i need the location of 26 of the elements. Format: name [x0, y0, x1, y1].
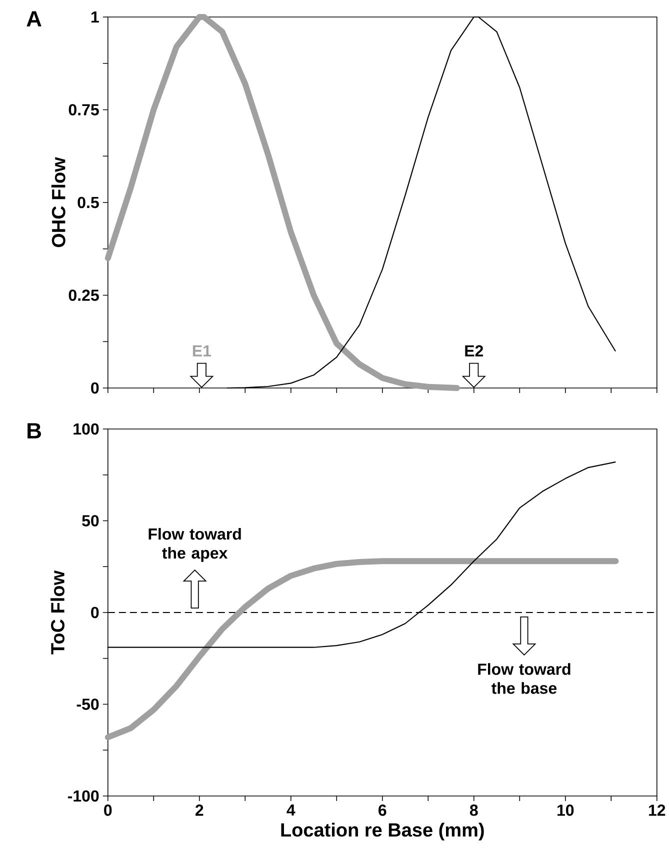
annotation: Flow toward the base	[478, 663, 570, 694]
y-tick-label: -100	[68, 790, 99, 802]
y-axis-title: OHC Flow	[51, 157, 66, 248]
x-tick-label: 10	[557, 804, 574, 816]
chart-title: A	[26, 11, 42, 26]
y-tick-label: 0.25	[68, 290, 99, 301]
x-tick-label: 0	[104, 804, 112, 816]
y-tick-label: 0	[91, 382, 99, 394]
annotation: E1	[192, 345, 211, 356]
x-tick-label: 4	[286, 804, 296, 816]
annotation: Flow toward the apex	[148, 528, 241, 562]
y-tick-label: 100	[74, 423, 99, 435]
y-axis-title: ToC Flow	[50, 570, 64, 654]
x-tick-label: 2	[195, 804, 204, 816]
y-tick-label: 1	[91, 11, 99, 23]
y-tick-label: 0.5	[78, 196, 99, 208]
chart-title: B	[28, 423, 41, 438]
y-tick-label: 50	[82, 515, 99, 526]
annotation: E2	[465, 345, 483, 356]
x-axis-title: Location re Base (mm)	[281, 822, 484, 840]
y-tick-label: -50	[76, 698, 99, 710]
y-tick-label: 0.75	[68, 104, 99, 116]
x-tick-label: 8	[470, 804, 478, 816]
x-tick-label: 6	[378, 804, 386, 816]
x-tick-label: 12	[648, 804, 666, 816]
y-tick-label: 0	[91, 606, 99, 618]
